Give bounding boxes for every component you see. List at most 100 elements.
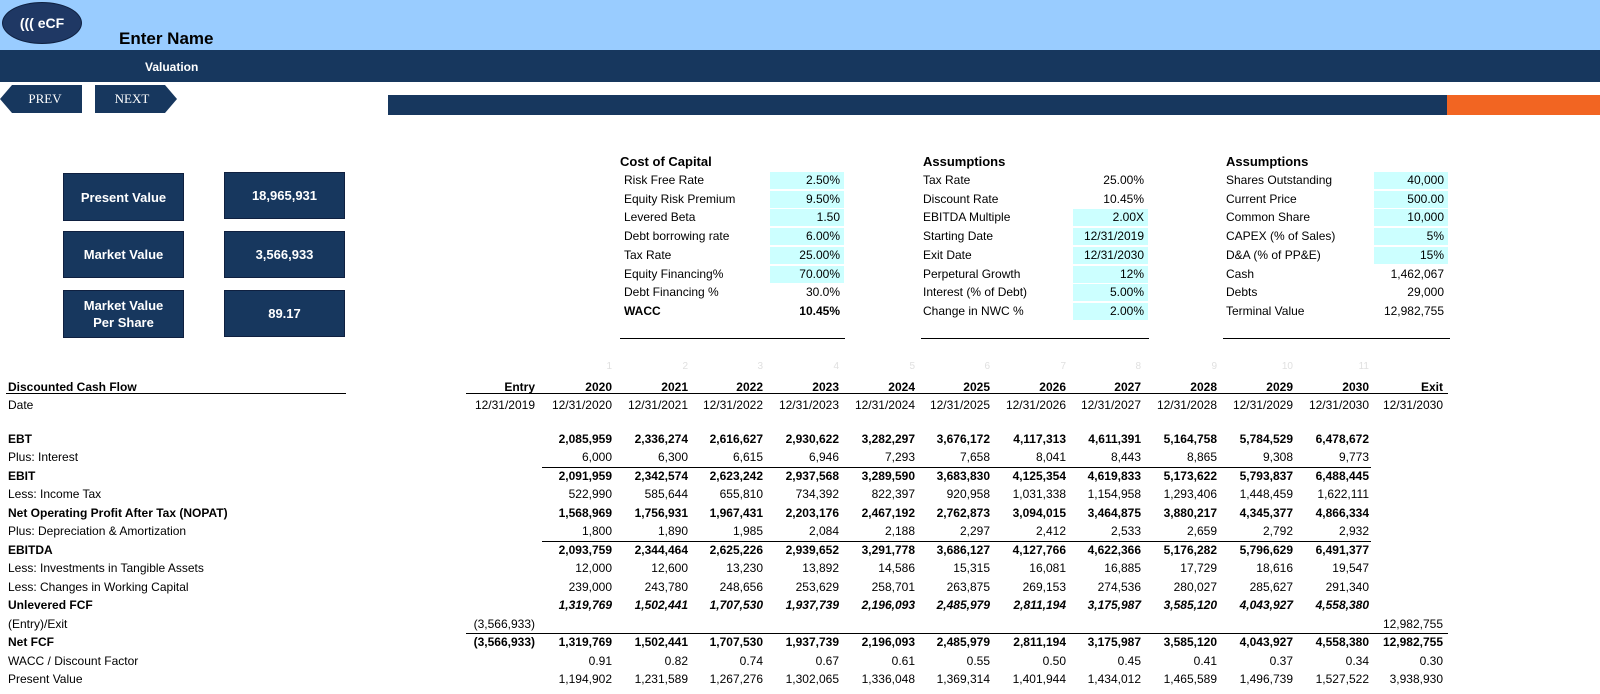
table-cell: 1,293,406 [1163, 487, 1217, 501]
table-cell: 5,793,837 [1239, 469, 1293, 483]
row-label: (Entry)/Exit [8, 617, 68, 631]
secondary-band [388, 95, 1600, 115]
table-cell: 0.41 [1193, 654, 1217, 668]
table-cell: 1,302,065 [785, 672, 839, 686]
table-cell: 2,093,759 [558, 543, 612, 557]
cost-of-capital-input-cell[interactable]: 1.50 [770, 209, 844, 227]
cost-of-capital-input-cell[interactable]: 6.00% [770, 228, 844, 246]
table-cell: 2,084 [808, 524, 839, 538]
assumptions-valuation-value: 25.00% [1103, 173, 1144, 187]
assumptions-shares-input-cell[interactable]: 5% [1374, 228, 1448, 246]
column-header: 2022 [736, 380, 763, 394]
table-cell: 0.45 [1117, 654, 1141, 668]
assumptions-shares-input-cell[interactable]: 10,000 [1374, 209, 1448, 227]
table-cell: 1,496,739 [1239, 672, 1293, 686]
assumptions-shares-input-cell[interactable]: 500.00 [1374, 190, 1448, 208]
table-cell: 12,600 [651, 561, 688, 575]
cost-of-capital-label: WACC [624, 303, 661, 318]
header-underline [466, 393, 1448, 394]
table-cell: 1,622,111 [1317, 487, 1369, 501]
table-cell: 5,784,529 [1239, 432, 1293, 446]
table-cell: 2,792 [1262, 524, 1293, 538]
date-cell: 12/31/2030 [1308, 398, 1369, 412]
table-cell: 285,627 [1249, 580, 1293, 594]
date-cell: 12/31/2025 [929, 398, 990, 412]
assumptions-shares-label: Terminal Value [1226, 303, 1305, 318]
table-cell: 5,176,282 [1163, 543, 1217, 557]
table-cell: 3,880,217 [1163, 506, 1217, 520]
table-cell: 5,796,629 [1239, 543, 1293, 557]
table-cell: 1,800 [581, 524, 612, 538]
table-cell: 1,985 [732, 524, 763, 538]
nav-band [0, 50, 1600, 82]
table-cell: 2,297 [959, 524, 990, 538]
table-cell: 6,478,672 [1315, 432, 1369, 446]
table-cell: 2,939,652 [785, 543, 839, 557]
market-value-per-share-value: 89.17 [224, 290, 345, 337]
period-index: 8 [1135, 361, 1141, 372]
assumptions-shares-label: Shares Outstanding [1226, 173, 1333, 187]
table-cell: (3,566,933) [473, 635, 535, 649]
cost-of-capital-title: Cost of Capital [620, 154, 712, 169]
table-cell: 2,485,979 [936, 635, 990, 649]
table-cell: 2,811,194 [1013, 598, 1067, 612]
table-cell: 1,369,314 [936, 672, 990, 686]
table-cell: 2,616,627 [709, 432, 763, 446]
market-value-per-share-label: Market Value Per Share [63, 290, 184, 338]
table-cell: 8,443 [1110, 450, 1141, 464]
table-cell: 3,683,830 [936, 469, 990, 483]
table-cell: 7,658 [959, 450, 990, 464]
assumptions-valuation-input-cell[interactable]: 12/31/2030 [1073, 246, 1148, 264]
cost-of-capital-value: 10.45% [799, 303, 840, 318]
row-label: Net FCF [8, 635, 54, 649]
table-cell: 280,027 [1173, 580, 1217, 594]
cost-of-capital-label: Tax Rate [624, 247, 672, 262]
cost-of-capital-input-cell[interactable]: 2.50% [770, 172, 844, 189]
table-cell: 2,485,979 [936, 598, 990, 612]
period-index: 4 [833, 361, 839, 372]
table-cell: 7,293 [884, 450, 915, 464]
table-cell: 0.61 [891, 654, 915, 668]
table-cell: 4,043,927 [1239, 598, 1293, 612]
table-cell: 2,932 [1338, 524, 1369, 538]
assumptions-valuation-input-cell[interactable]: 12/31/2019 [1073, 228, 1148, 246]
assumptions-shares-input-cell[interactable]: 40,000 [1374, 172, 1448, 189]
cost-of-capital-input-cell[interactable]: 9.50% [770, 190, 844, 208]
assumptions-valuation-label: Tax Rate [923, 173, 971, 187]
table-cell: 4,619,833 [1087, 469, 1141, 483]
row-label: Less: Changes in Working Capital [8, 580, 189, 594]
table-cell: 9,773 [1338, 450, 1369, 464]
prev-button[interactable]: PREV [0, 85, 82, 113]
next-button[interactable]: NEXT [95, 85, 177, 113]
table-cell: 9,308 [1262, 450, 1293, 464]
table-cell: 1,707,530 [709, 598, 763, 612]
table-cell: 3,676,172 [936, 432, 990, 446]
table-cell: 8,865 [1186, 450, 1217, 464]
cost-of-capital-input-cell[interactable]: 70.00% [770, 265, 844, 283]
table-cell: 3,585,120 [1163, 635, 1217, 649]
date-cell: 12/31/2020 [551, 398, 612, 412]
table-cell: 6,615 [732, 450, 763, 464]
assumptions-valuation-input-cell[interactable]: 2.00% [1073, 302, 1148, 320]
company-name-title: Enter Name [119, 29, 214, 48]
assumptions-valuation-input-cell[interactable]: 12% [1073, 265, 1148, 283]
table-cell: 15,315 [953, 561, 990, 575]
assumptions-shares-label: D&A (% of PP&E) [1226, 247, 1321, 262]
table-cell: 2,930,622 [785, 432, 839, 446]
table-cell: 3,585,120 [1163, 598, 1217, 612]
assumptions-valuation-input-cell[interactable]: 5.00% [1073, 284, 1148, 302]
table-cell: 2,659 [1186, 524, 1217, 538]
ecf-logo: ((( eCF [2, 2, 82, 44]
table-cell: 1,465,589 [1163, 672, 1217, 686]
cost-of-capital-input-cell[interactable]: 25.00% [770, 246, 844, 264]
date-cell: 12/31/2029 [1232, 398, 1293, 412]
table-cell: 0.34 [1345, 654, 1369, 668]
assumptions-valuation-input-cell[interactable]: 2.00X [1073, 209, 1148, 227]
table-cell: 2,196,093 [861, 635, 915, 649]
table-cell: 0.74 [739, 654, 763, 668]
table-cell: 1,937,739 [785, 598, 839, 612]
assumptions-shares-input-cell[interactable]: 15% [1374, 246, 1448, 264]
section-title: Valuation [145, 60, 199, 74]
table-cell: 1,502,441 [634, 598, 688, 612]
cost-of-capital-label: Equity Financing% [624, 266, 724, 281]
